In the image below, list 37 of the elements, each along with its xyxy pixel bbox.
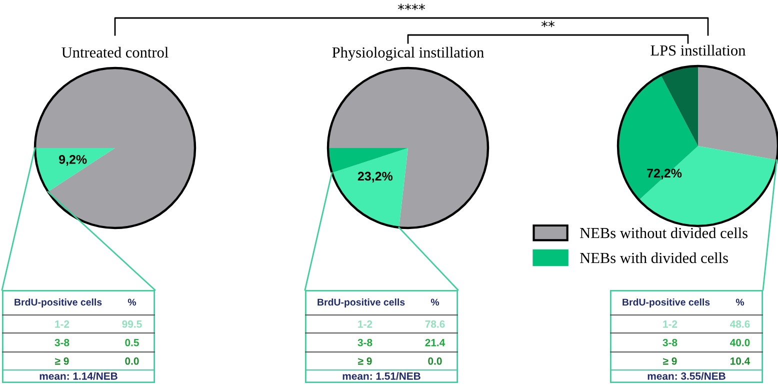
text: mean: 3.55/NEB — [648, 372, 726, 380]
chart-title: LPS instillation — [650, 44, 746, 56]
text: 10.4 — [730, 357, 750, 365]
text: % — [430, 298, 440, 306]
text: % — [128, 298, 136, 306]
text: ≥ 9 — [55, 357, 69, 365]
text: ** — [541, 20, 555, 28]
text: ≥ 9 — [663, 357, 677, 365]
text: 1-2 — [663, 320, 678, 328]
text: 1-2 — [55, 320, 70, 328]
text: 0.0 — [428, 357, 442, 365]
text: 48.6 — [730, 320, 750, 328]
text: 0.5 — [125, 338, 139, 346]
chart-title: Physiological instillation — [332, 46, 484, 61]
text: **** — [398, 4, 425, 10]
text: 3-8 — [662, 338, 678, 346]
text: 72,2% — [647, 168, 682, 180]
text: 23,2% — [358, 172, 393, 182]
text: 1-2 — [358, 320, 372, 328]
text: 9,2% — [59, 155, 87, 166]
chart-title: Untreated control — [62, 46, 168, 58]
legend-label: NEBs without divided cells — [580, 227, 748, 238]
text: mean: 1.51/NEB — [342, 372, 420, 380]
text: % — [736, 298, 744, 306]
text: 99.5 — [122, 320, 142, 328]
text: mean: 1.14/NEB — [40, 372, 118, 380]
text: 0.0 — [125, 357, 139, 365]
text: 21.4 — [425, 338, 446, 346]
text: 3-8 — [54, 338, 70, 346]
text: BrdU-positive cells — [14, 298, 102, 308]
legend-label: NEBs with divided cells — [580, 252, 728, 264]
text: 78.6 — [425, 320, 445, 328]
text: 40.0 — [730, 338, 750, 346]
text: BrdU-positive cells — [622, 298, 710, 308]
text: ≥ 9 — [358, 357, 372, 365]
text: BrdU-positive cells — [318, 298, 405, 308]
text: 3-8 — [358, 338, 372, 346]
